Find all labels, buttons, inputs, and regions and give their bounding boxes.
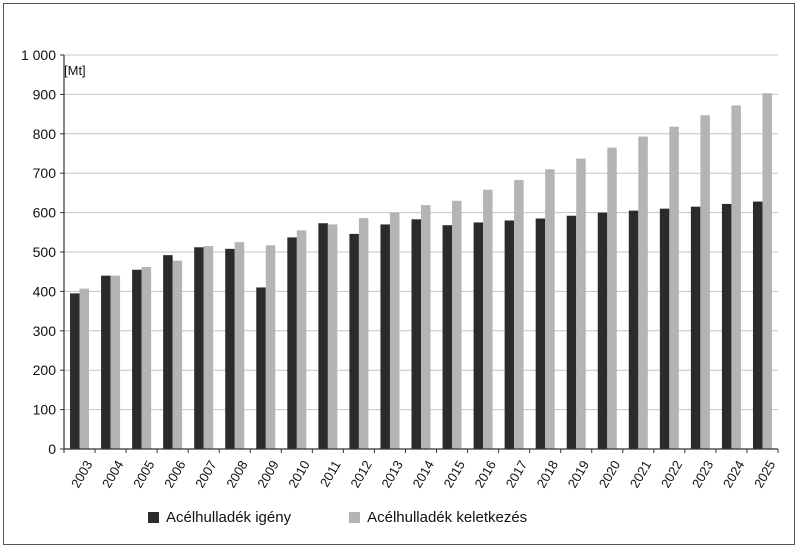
bar-demand (752, 201, 763, 449)
y-tick-label: 200 (33, 362, 57, 378)
y-tick-label: 400 (33, 283, 57, 299)
x-tick-label: 2009 (254, 458, 281, 491)
y-tick-label: 900 (33, 86, 57, 102)
bar-demand (194, 247, 204, 449)
bar-demand (101, 275, 111, 449)
legend-swatch-generation (349, 512, 361, 523)
y-tick-labels: 0 100 200 300 400 500 600 700 800 900 1 000 (21, 47, 64, 457)
legend-swatch-demand (148, 512, 159, 523)
x-tick-label: 2013 (378, 458, 405, 491)
x-tick-labels: 2003 2004 2005 2006 2007 2008 2009 2010 2011 2012… (63, 449, 779, 491)
x-tick-label: 2023 (689, 458, 716, 491)
bar-generation (638, 136, 648, 450)
x-tick-label: 2006 (161, 458, 188, 491)
bar-generation (234, 242, 245, 449)
bar-generation (700, 115, 710, 450)
x-tick-label: 2024 (720, 458, 747, 491)
bar-generation (762, 93, 772, 449)
x-tick-label: 2015 (440, 458, 467, 491)
bar-generation (421, 205, 431, 449)
bar-demand (721, 203, 732, 449)
bar-generation (669, 126, 679, 449)
bar-demand (504, 220, 515, 449)
x-tick-label: 2003 (68, 458, 95, 491)
x-tick-label: 2012 (347, 458, 374, 491)
x-tick-label: 2018 (534, 458, 561, 491)
x-tick-label: 2022 (658, 458, 685, 491)
x-tick-label: 2020 (596, 458, 623, 491)
bar-demand (597, 212, 608, 449)
x-tick-label: 2025 (751, 458, 778, 491)
bar-generation (265, 245, 276, 449)
x-tick-label: 2017 (503, 458, 530, 491)
legend-item-demand: Acélhulladék igény (148, 509, 291, 526)
legend: Acélhulladék igény Acélhulladék keletkez… (148, 509, 585, 526)
bar-generation (110, 275, 121, 449)
legend-label-generation: Acélhulladék keletkezés (367, 509, 528, 526)
bar-demand (535, 218, 546, 449)
bar-generation (203, 246, 214, 449)
bar-generation (358, 218, 369, 449)
bar-generation (389, 212, 400, 449)
bar-demand (256, 287, 266, 449)
bar-demand (380, 224, 390, 449)
x-tick-label: 2007 (192, 458, 219, 491)
y-tick-label: 1 000 (21, 47, 56, 63)
bar-generation (141, 266, 152, 449)
bar-generation (576, 158, 586, 449)
y-tick-label: 100 (33, 402, 57, 418)
y-tick-label: 300 (33, 323, 57, 339)
gridlines (64, 54, 778, 411)
x-tick-label: 2005 (130, 458, 157, 491)
bar-generation (172, 260, 183, 449)
bar-demand (349, 233, 359, 449)
x-tick-label: 2021 (627, 458, 654, 491)
y-tick-label: 800 (33, 126, 57, 142)
x-tick-label: 2016 (472, 458, 499, 491)
x-tick-label: 2011 (317, 458, 344, 490)
bar-demand (318, 223, 328, 449)
bar-demand (287, 237, 297, 449)
bar-demand (566, 215, 577, 449)
bar-demand (163, 255, 173, 449)
y-tick-label: 600 (33, 205, 57, 221)
x-tick-label: 2008 (223, 458, 250, 491)
x-tick-label: 2019 (565, 458, 592, 491)
x-tick-label: 2014 (409, 458, 436, 491)
bar-demand (442, 225, 453, 449)
bar-generation (452, 200, 462, 449)
x-tick-label: 2004 (99, 458, 126, 491)
legend-label-demand: Acélhulladék igény (166, 509, 292, 526)
bar-demand (70, 293, 80, 449)
bar-demand (132, 269, 142, 449)
x-tick-label: 2010 (285, 458, 312, 491)
bars (70, 93, 772, 450)
bar-generation (545, 169, 555, 449)
legend-item-generation: Acélhulladék keletkezés (349, 509, 527, 526)
y-unit-label: [Mt] (64, 63, 86, 78)
bar-demand (225, 248, 235, 449)
bar-demand (628, 210, 639, 449)
bar-generation (731, 105, 741, 449)
y-tick-label: 500 (33, 244, 57, 260)
bar-demand (659, 208, 670, 449)
bar-demand (690, 206, 701, 449)
bar-generation (79, 288, 90, 449)
bar-generation (514, 179, 524, 449)
bar-demand (473, 222, 484, 449)
y-tick-label: 0 (48, 441, 56, 457)
y-tick-label: 700 (33, 165, 57, 181)
bar-generation (483, 189, 493, 450)
bar-demand (411, 219, 421, 449)
bar-generation (296, 230, 307, 449)
bar-generation (607, 147, 617, 449)
bar-generation (327, 224, 338, 449)
